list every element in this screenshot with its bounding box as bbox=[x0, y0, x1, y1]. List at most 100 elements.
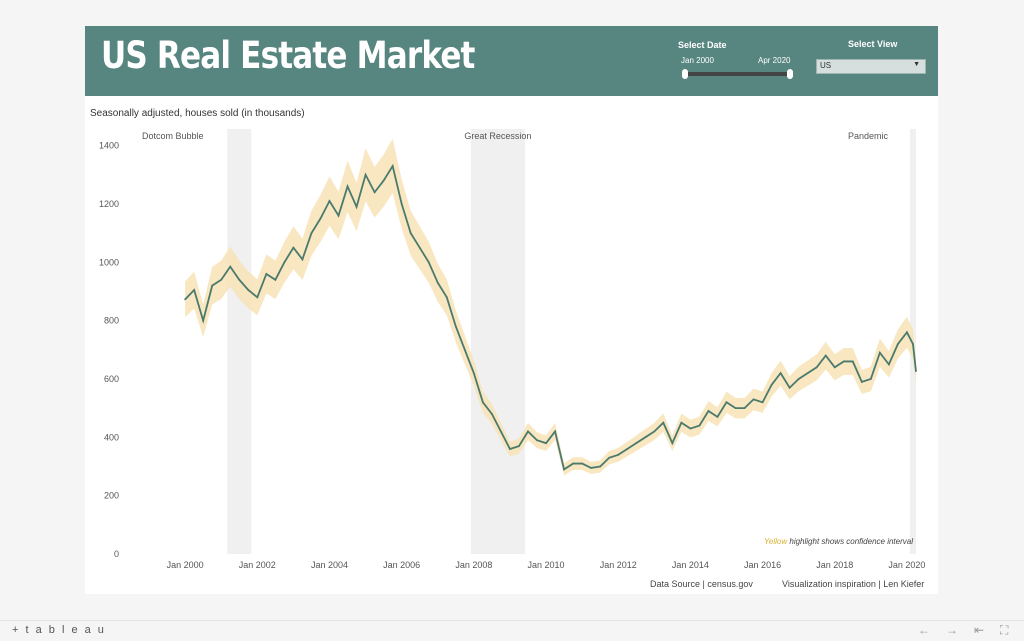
date-end-value: Apr 2020 bbox=[758, 56, 791, 65]
date-range-slider[interactable] bbox=[684, 72, 790, 76]
data-point-74 bbox=[851, 360, 854, 363]
data-point-1 bbox=[193, 289, 196, 291]
revert-icon[interactable]: ⇤ bbox=[974, 623, 985, 637]
data-point-78 bbox=[887, 363, 890, 366]
y-tick-label-2: 400 bbox=[104, 432, 119, 442]
data-point-81 bbox=[912, 343, 914, 345]
data-point-12 bbox=[292, 246, 295, 249]
data-point-54 bbox=[671, 442, 674, 445]
data-point-77 bbox=[878, 351, 881, 354]
data-point-61 bbox=[734, 407, 737, 410]
data-point-72 bbox=[833, 366, 836, 369]
y-tick-label-4: 800 bbox=[104, 316, 119, 326]
data-point-48 bbox=[617, 453, 620, 456]
x-tick-label-8: Jan 2016 bbox=[744, 560, 781, 570]
data-point-56 bbox=[689, 427, 692, 430]
data-point-76 bbox=[869, 378, 872, 380]
data-point-28 bbox=[436, 281, 439, 284]
data-point-36 bbox=[509, 448, 511, 450]
data-point-3 bbox=[211, 284, 214, 287]
data-point-20 bbox=[364, 173, 367, 176]
data-point-21 bbox=[373, 191, 376, 194]
shaded-period-label-0: Dotcom Bubble bbox=[142, 131, 204, 141]
shaded-period-1 bbox=[470, 129, 525, 554]
annotation-highlight-word: Yellow bbox=[764, 537, 788, 546]
chart-annotation: Yellow highlight shows confidence interv… bbox=[764, 537, 913, 546]
data-point-2 bbox=[202, 319, 205, 322]
series-line bbox=[184, 163, 917, 471]
view-select[interactable]: US ▼ bbox=[816, 59, 926, 74]
tableau-logo-icon[interactable]: + t a b l e a u bbox=[12, 624, 106, 636]
data-point-55 bbox=[680, 421, 683, 424]
data-point-9 bbox=[265, 273, 268, 275]
fullscreen-icon[interactable]: ⛶ bbox=[1000, 623, 1009, 637]
data-point-66 bbox=[779, 372, 782, 375]
date-start-value: Jan 2000 bbox=[681, 56, 714, 65]
undo-icon[interactable]: ← bbox=[918, 623, 930, 637]
y-tick-label-6: 1200 bbox=[99, 199, 119, 209]
data-point-0 bbox=[184, 298, 187, 301]
redo-icon[interactable]: → bbox=[946, 623, 958, 637]
data-point-11 bbox=[283, 261, 286, 264]
x-tick-label-2: Jan 2004 bbox=[311, 560, 348, 570]
data-point-6 bbox=[238, 278, 241, 281]
data-point-41 bbox=[554, 430, 556, 433]
x-tick-label-4: Jan 2008 bbox=[455, 560, 492, 570]
data-point-24 bbox=[400, 203, 403, 205]
data-point-15 bbox=[319, 217, 322, 220]
data-point-44 bbox=[581, 462, 584, 465]
data-point-62 bbox=[743, 407, 746, 410]
data-point-31 bbox=[463, 348, 466, 351]
data-point-40 bbox=[545, 442, 547, 445]
chart-subtitle: Seasonally adjusted, houses sold (in tho… bbox=[90, 108, 305, 119]
view-control-label: Select View bbox=[848, 39, 898, 49]
data-point-67 bbox=[788, 386, 791, 389]
y-tick-label-0: 0 bbox=[114, 549, 119, 559]
data-point-53 bbox=[662, 421, 665, 424]
data-point-79 bbox=[897, 343, 899, 345]
shaded-period-label-2: Pandemic bbox=[848, 131, 889, 141]
data-point-42 bbox=[563, 468, 565, 471]
line-chart: Dotcom Bubble Great Recession Pandemic 0 20… bbox=[99, 129, 925, 570]
data-point-18 bbox=[346, 185, 349, 188]
date-slider-start-handle[interactable] bbox=[682, 69, 688, 79]
data-point-4 bbox=[220, 278, 223, 281]
data-point-33 bbox=[481, 401, 484, 404]
data-point-25 bbox=[409, 232, 412, 235]
shaded-period-labels: Dotcom Bubble Great Recession Pandemic bbox=[142, 131, 888, 141]
x-tick-label-9: Jan 2018 bbox=[816, 560, 853, 570]
shaded-periods bbox=[227, 129, 916, 554]
data-points bbox=[184, 165, 917, 471]
data-point-26 bbox=[418, 246, 421, 249]
data-point-50 bbox=[635, 442, 638, 445]
data-point-52 bbox=[653, 430, 656, 433]
data-point-43 bbox=[572, 462, 575, 465]
data-point-29 bbox=[445, 296, 448, 299]
y-tick-label-1: 200 bbox=[104, 491, 119, 501]
data-point-57 bbox=[698, 424, 701, 427]
bottom-toolbar: + t a b l e a u ← → ⇤ ⛶ bbox=[0, 620, 1024, 641]
data-point-65 bbox=[770, 383, 773, 386]
chevron-down-icon: ▼ bbox=[913, 61, 920, 68]
data-point-38 bbox=[527, 430, 529, 433]
y-tick-label-7: 1400 bbox=[99, 141, 119, 151]
date-slider-end-handle[interactable] bbox=[787, 69, 793, 79]
data-point-22 bbox=[382, 179, 385, 182]
x-tick-label-10: Jan 2020 bbox=[888, 560, 925, 570]
x-tick-label-6: Jan 2012 bbox=[600, 560, 637, 570]
data-point-37 bbox=[518, 445, 520, 447]
annotation-text: highlight shows confidence interval bbox=[787, 537, 913, 546]
data-point-13 bbox=[301, 258, 304, 261]
credit-note: Visualization inspiration | Len Kiefer bbox=[782, 579, 925, 589]
data-point-60 bbox=[725, 401, 728, 404]
data-point-73 bbox=[842, 360, 845, 363]
x-tick-label-1: Jan 2002 bbox=[239, 560, 276, 570]
x-tick-label-7: Jan 2014 bbox=[672, 560, 709, 570]
data-point-5 bbox=[229, 265, 232, 268]
data-point-64 bbox=[761, 401, 764, 404]
shaded-period-0 bbox=[227, 129, 252, 554]
x-tick-label-5: Jan 2010 bbox=[528, 560, 565, 570]
y-tick-label-3: 600 bbox=[104, 374, 119, 384]
date-control-label: Select Date bbox=[678, 40, 727, 50]
data-point-82 bbox=[915, 370, 917, 372]
